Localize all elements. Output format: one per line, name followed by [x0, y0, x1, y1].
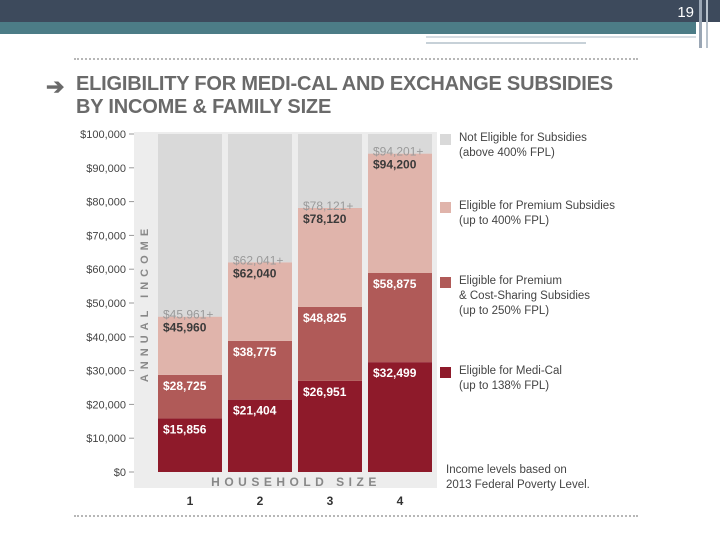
- data-label-cost-sharing: $58,875: [373, 277, 417, 291]
- data-label-medi-cal: $15,856: [163, 422, 207, 436]
- legend-label: (up to 138% FPL): [459, 380, 550, 392]
- x-tick-label: 4: [397, 494, 404, 508]
- chart-title: ELIGIBILITY FOR MEDI-CAL AND EXCHANGE SU…: [76, 73, 613, 119]
- decorative-line: [426, 42, 586, 44]
- dotted-rule-top: [74, 58, 638, 60]
- bar-segment-2-household-1: [158, 374, 222, 419]
- bar-segment-4-household-1: [158, 134, 222, 317]
- y-tick-label: $70,000: [86, 230, 126, 242]
- y-tick-label: $80,000: [86, 197, 126, 209]
- data-label-medi-cal: $32,499: [373, 366, 417, 380]
- data-label-cost-sharing: $28,725: [163, 379, 207, 393]
- bar-segment-2-household-3: [298, 306, 362, 381]
- legend-swatch: [440, 134, 451, 145]
- footnote-line: 2013 Federal Poverty Level.: [446, 479, 590, 491]
- bar-segment-1-household-4: [368, 362, 432, 472]
- bar-segment-3-household-4: [368, 153, 432, 274]
- data-label-medi-cal: $26,951: [303, 385, 347, 399]
- legend-label: Eligible for Medi-Cal: [459, 365, 562, 377]
- bar-segment-4-household-4: [368, 134, 432, 154]
- legend-label: (up to 400% FPL): [459, 215, 550, 227]
- y-tick-label: $30,000: [86, 366, 126, 378]
- data-label-premium: $78,120: [303, 212, 347, 226]
- slide-accent-band: [0, 22, 696, 34]
- legend-label: Not Eligible for Subsidies: [459, 132, 587, 144]
- legend-label: (above 400% FPL): [459, 147, 555, 159]
- data-label-not-eligible: $94,201+: [373, 145, 423, 159]
- bar-segment-1-household-2: [228, 399, 292, 472]
- legend-label: (up to 250% FPL): [459, 305, 550, 317]
- y-tick-label: $100,000: [80, 129, 126, 141]
- slide-top-bar: [0, 0, 720, 22]
- y-tick-label: $40,000: [86, 332, 126, 344]
- dotted-rule-bottom: [74, 515, 638, 517]
- y-tick-label: $60,000: [86, 264, 126, 276]
- bar-segment-1-household-3: [298, 380, 362, 472]
- decorative-line: [426, 36, 696, 38]
- bar-segment-4-household-3: [298, 134, 362, 208]
- bar-segment-2-household-4: [368, 273, 432, 363]
- footnote-line: Income levels based on: [446, 464, 567, 476]
- title-line-2: BY INCOME & FAMILY SIZE: [76, 96, 332, 118]
- bar-segment-3-household-3: [298, 207, 362, 307]
- arrow-right-icon: ➔: [46, 74, 65, 99]
- bar-segment-4-household-2: [228, 134, 292, 263]
- y-tick-label: $10,000: [86, 433, 126, 445]
- bar-segment-3-household-1: [158, 316, 222, 375]
- page-number: 19: [677, 4, 694, 21]
- bar-segment-1-household-1: [158, 418, 222, 472]
- legend-swatch: [440, 367, 451, 378]
- y-tick-label: $90,000: [86, 163, 126, 175]
- legend-label: & Cost-Sharing Subsidies: [459, 290, 591, 302]
- x-tick-label: 1: [187, 494, 194, 508]
- legend-label: Eligible for Premium: [459, 275, 562, 287]
- legend-swatch: [440, 202, 451, 213]
- data-label-not-eligible: $45,961+: [163, 308, 213, 322]
- x-tick-label: 3: [327, 494, 334, 508]
- y-tick-label: $0: [114, 467, 126, 479]
- bar-segment-2-household-2: [228, 340, 292, 400]
- x-tick-label: 2: [257, 494, 264, 508]
- legend-swatch: [440, 277, 451, 288]
- y-tick-label: $50,000: [86, 298, 126, 310]
- y-axis-title: ANNUAL INCOME: [139, 224, 151, 382]
- data-label-premium: $45,960: [163, 321, 207, 335]
- data-label-cost-sharing: $48,825: [303, 311, 347, 325]
- legend-label: Eligible for Premium Subsidies: [459, 200, 615, 212]
- data-label-medi-cal: $21,404: [233, 404, 277, 418]
- data-label-premium: $62,040: [233, 266, 277, 280]
- footnote: Income levels based on 2013 Federal Pove…: [446, 463, 590, 493]
- data-label-not-eligible: $78,121+: [303, 199, 353, 213]
- slide-edge-decoration: [696, 0, 720, 48]
- data-label-cost-sharing: $38,775: [233, 345, 277, 359]
- bar-segment-3-household-2: [228, 262, 292, 341]
- x-axis-title: HOUSEHOLD SIZE: [211, 475, 381, 489]
- data-label-not-eligible: $62,041+: [233, 253, 283, 267]
- data-label-premium: $94,200: [373, 158, 417, 172]
- y-tick-label: $20,000: [86, 399, 126, 411]
- title-line-1: ELIGIBILITY FOR MEDI-CAL AND EXCHANGE SU…: [76, 73, 613, 95]
